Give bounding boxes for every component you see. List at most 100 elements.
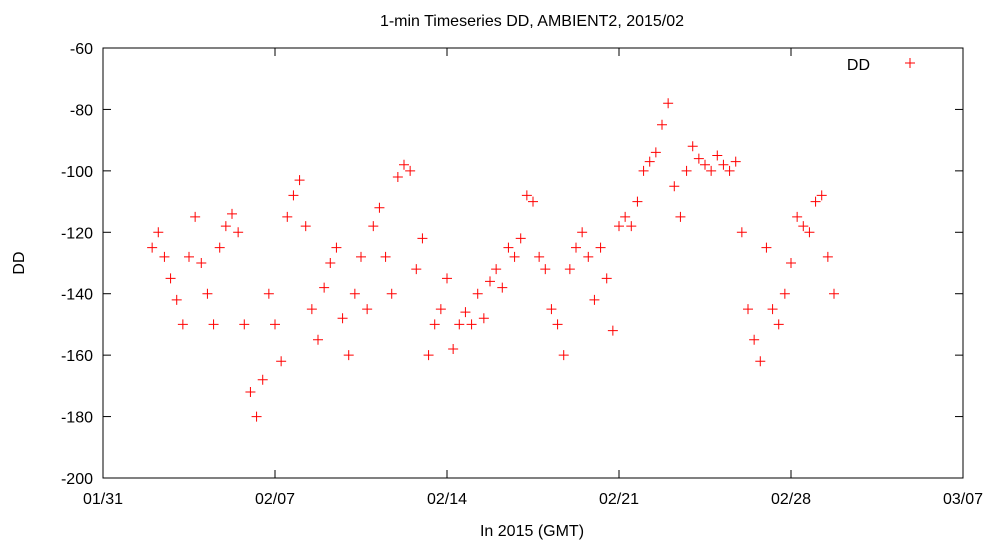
data-point (460, 307, 471, 318)
x-tick-label: 02/28 (771, 491, 811, 508)
data-point (736, 227, 747, 238)
y-tick-label: -140 (61, 287, 93, 304)
data-point (773, 319, 784, 330)
data-point (675, 211, 686, 222)
data-point (638, 165, 649, 176)
data-point (730, 156, 741, 167)
plot-frame (102, 47, 964, 479)
data-point (528, 196, 538, 207)
x-tick-label: 02/21 (599, 491, 639, 508)
data-point (288, 190, 299, 201)
data-point (208, 319, 219, 330)
data-point (147, 242, 158, 253)
data-point (184, 251, 194, 262)
data-point (700, 159, 710, 170)
data-point (712, 150, 723, 161)
data-point (196, 258, 207, 268)
data-point (300, 221, 311, 232)
data-point (239, 319, 250, 330)
data-point (472, 288, 483, 299)
data-point (607, 325, 618, 336)
data-point (810, 196, 821, 207)
data-point (190, 211, 201, 222)
data-point (589, 294, 600, 305)
data-point (644, 156, 655, 167)
y-tick-label: -120 (61, 225, 93, 242)
x-tick-label: 02/14 (427, 491, 467, 508)
data-point (343, 350, 354, 361)
data-point (165, 273, 176, 284)
data-point (743, 304, 753, 315)
data-point (405, 165, 416, 176)
data-point (687, 141, 698, 152)
data-point (276, 356, 287, 367)
data-point (466, 319, 477, 330)
y-tick-label: -180 (61, 410, 93, 427)
y-axis-label: DD (11, 251, 28, 274)
data-point (804, 227, 815, 238)
data-point (349, 288, 360, 299)
data-point (233, 227, 244, 238)
data-point (755, 356, 766, 367)
data-point (485, 276, 495, 287)
data-point (417, 233, 428, 244)
data-point (177, 319, 188, 330)
data-point (669, 181, 680, 192)
data-point (313, 334, 323, 345)
y-tick-label: -200 (61, 471, 93, 488)
data-point (227, 208, 237, 219)
data-point (270, 319, 280, 330)
data-point (319, 282, 330, 293)
data-point (693, 153, 704, 164)
data-point (497, 282, 508, 293)
data-point (540, 264, 551, 275)
data-point (829, 288, 839, 299)
data-point (399, 159, 409, 170)
y-axis-ticks: -60 -80 -100 -120 -140 -160 -180 -200 (61, 41, 963, 488)
data-point (245, 387, 256, 397)
data-point (546, 304, 557, 315)
data-point (454, 319, 465, 330)
data-point (564, 264, 575, 275)
data-point (257, 374, 268, 385)
y-tick-label: -80 (70, 102, 93, 119)
x-tick-label: 03/07 (943, 491, 983, 508)
data-point (411, 264, 422, 275)
data-point (423, 350, 434, 361)
data-point (583, 251, 594, 262)
legend-label-dd: DD (847, 57, 870, 74)
x-axis-label: In 2015 (GMT) (480, 523, 584, 540)
data-point (663, 98, 674, 109)
data-point (706, 165, 717, 176)
data-point (534, 251, 545, 262)
y-tick-label: -60 (70, 41, 93, 58)
data-point (392, 172, 403, 182)
data-point (442, 273, 452, 284)
data-point (779, 288, 790, 299)
data-point (153, 227, 164, 238)
data-point (724, 165, 735, 176)
x-tick-label: 01/31 (83, 491, 123, 508)
data-point (571, 242, 581, 253)
data-point (491, 264, 502, 275)
data-point (521, 190, 532, 201)
data-point (325, 258, 336, 268)
data-point (767, 304, 778, 315)
data-point (798, 221, 809, 232)
data-point (159, 251, 170, 262)
data-point (816, 190, 827, 201)
data-point (792, 211, 803, 222)
data-point (749, 334, 760, 345)
x-tick-label: 02/07 (255, 491, 295, 508)
data-point (429, 319, 440, 330)
data-point (214, 242, 225, 253)
legend: DD (847, 57, 915, 74)
data-point (306, 304, 317, 315)
data-point (478, 313, 489, 324)
data-point (552, 319, 563, 330)
data-point (220, 221, 231, 232)
data-point (515, 233, 526, 244)
y-tick-label: -160 (61, 348, 93, 365)
data-point (577, 227, 588, 238)
